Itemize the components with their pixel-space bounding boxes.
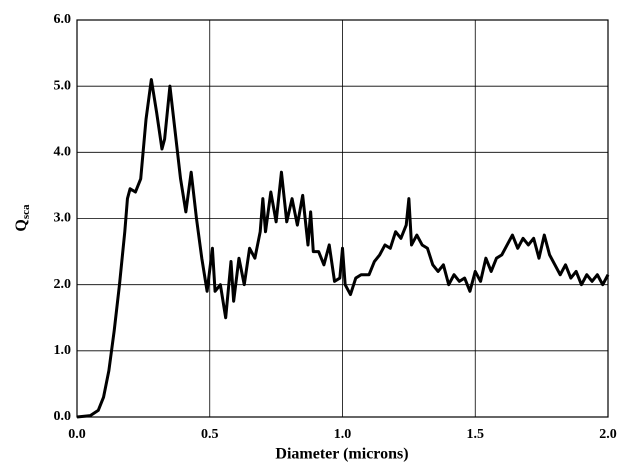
y-tick-label: 0.0	[54, 409, 72, 424]
x-tick-label: 0.5	[201, 427, 219, 442]
x-tick-label: 0.0	[68, 427, 86, 442]
y-axis-label-subscript: sca	[20, 204, 32, 219]
y-tick-label: 2.0	[54, 277, 72, 292]
data-line	[76, 78, 610, 419]
y-axis-label-group: Qsca	[13, 204, 32, 232]
y-tick-label: 1.0	[54, 343, 72, 358]
y-tick-label: 5.0	[54, 78, 72, 93]
y-axis-label-main: Q	[13, 219, 30, 231]
y-tick-label: 4.0	[54, 145, 72, 160]
x-axis-label: Diameter (microns)	[275, 446, 408, 463]
x-tick-label: 2.0	[599, 427, 617, 442]
x-tick-label: 1.0	[334, 427, 352, 442]
y-tick-label: 6.0	[54, 12, 72, 27]
y-axis-label: Qsca	[13, 204, 32, 232]
x-tick-label: 1.5	[467, 427, 485, 442]
y-tick-label: 3.0	[54, 211, 72, 226]
plot-frame	[76, 19, 609, 418]
